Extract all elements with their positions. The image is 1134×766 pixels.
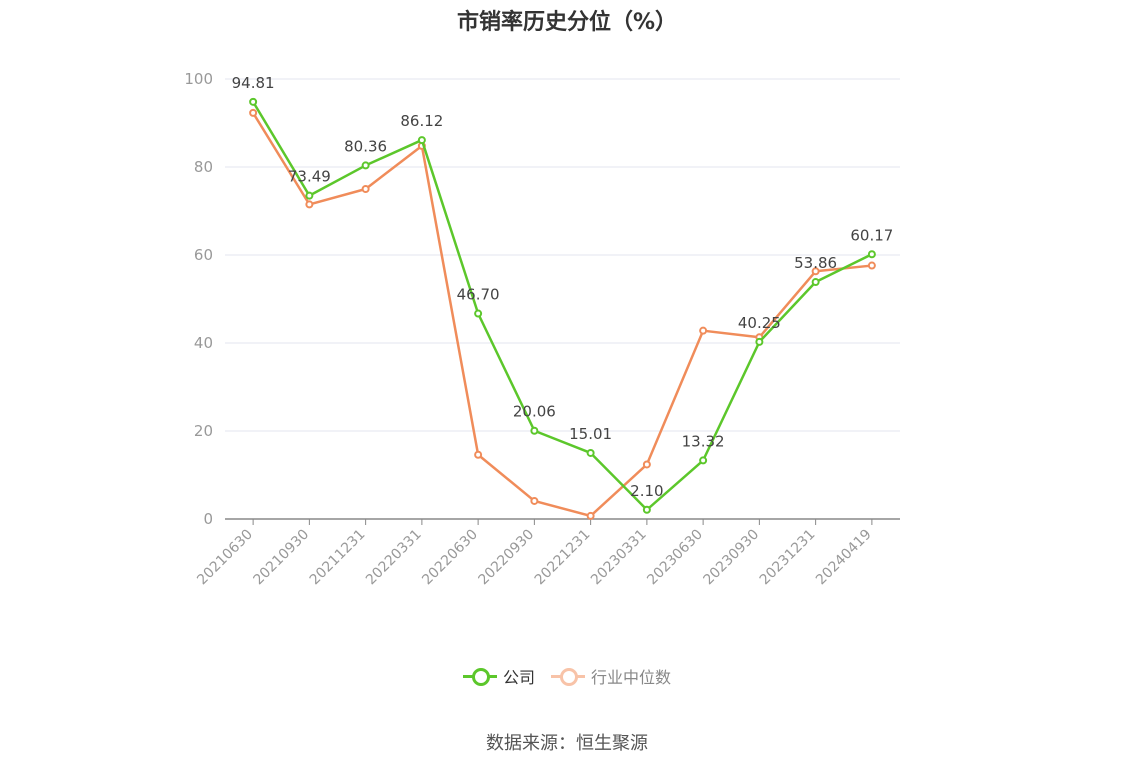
industry-series-line — [252, 112, 873, 518]
y-tick-label: 80 — [194, 158, 213, 176]
legend-item-industry-median[interactable]: 行业中位数 — [551, 664, 671, 688]
company-data-label: 60.17 — [850, 226, 893, 244]
company-data-label: 46.70 — [457, 286, 500, 304]
industry-data-point — [474, 450, 483, 459]
x-tick-label: 20211231 — [307, 527, 369, 589]
legend-industry-marker-icon — [551, 666, 585, 686]
company-series-line — [252, 101, 873, 512]
company-data-label: 20.06 — [513, 403, 556, 421]
company-data-point — [755, 337, 764, 346]
legend-company-label: 公司 — [502, 668, 535, 687]
data-source-note: 数据来源：恒生聚源 — [486, 733, 648, 754]
y-tick-label: 60 — [194, 246, 213, 264]
company-data-point — [867, 250, 876, 259]
company-data-point — [699, 456, 708, 465]
company-data-label: 40.25 — [738, 314, 781, 332]
industry-data-point — [811, 267, 820, 276]
industry-data-point — [867, 261, 876, 270]
company-data-label: 94.81 — [232, 74, 275, 92]
industry-data-point — [530, 496, 539, 505]
company-data-point — [586, 448, 595, 457]
x-tick-label: 20230930 — [700, 527, 762, 589]
company-data-point — [474, 309, 483, 318]
x-tick-label: 20221231 — [532, 527, 594, 589]
x-tick-label: 20231231 — [757, 527, 819, 589]
industry-data-point — [699, 326, 708, 335]
y-tick-label: 0 — [203, 510, 213, 528]
x-tick-label: 20240419 — [813, 527, 875, 589]
data-labels: 94.81 73.49 80.36 86.12 46.70 20.06 15.01 2.10 1… — [232, 74, 894, 500]
y-tick-label: 20 — [194, 422, 213, 440]
y-tick-label: 40 — [194, 334, 213, 352]
x-tick-label: 20220630 — [419, 527, 481, 589]
legend-company-marker-icon — [462, 666, 497, 686]
legend: 公司 行业中位数 — [0, 664, 1134, 688]
company-data-point — [249, 97, 258, 106]
grid-lines — [225, 78, 900, 432]
company-data-point — [305, 191, 314, 200]
x-tick-label: 20210930 — [250, 527, 312, 589]
legend-item-company[interactable]: 公司 — [462, 664, 535, 688]
legend-industry-label: 行业中位数 — [591, 668, 672, 687]
axes: 0204060801002021063020210930202112312022… — [184, 70, 900, 588]
company-data-label: 80.36 — [344, 137, 387, 155]
company-data-point — [530, 426, 539, 435]
series — [249, 97, 876, 520]
company-data-point — [361, 161, 370, 170]
industry-data-point — [642, 460, 651, 469]
company-data-label: 53.86 — [794, 254, 837, 272]
industry-data-point — [361, 185, 370, 193]
x-tick-label: 20230630 — [644, 527, 706, 589]
company-data-point — [642, 505, 651, 514]
company-data-label: 15.01 — [569, 425, 612, 443]
line-chart: 0204060801002021063020210930202112312022… — [184, 70, 900, 588]
industry-data-point — [586, 511, 595, 520]
x-tick-label: 20220331 — [363, 527, 425, 589]
y-tick-label: 100 — [184, 70, 213, 88]
company-data-point — [417, 136, 426, 145]
company-data-label: 73.49 — [288, 168, 331, 186]
x-tick-label: 20210630 — [194, 527, 256, 589]
company-data-label: 86.12 — [400, 112, 443, 130]
industry-data-point — [305, 200, 314, 209]
company-data-label: 2.10 — [630, 482, 663, 500]
company-data-point — [811, 278, 820, 287]
x-tick-label: 20230331 — [588, 527, 650, 589]
company-data-label: 13.32 — [682, 432, 725, 450]
industry-data-point — [249, 108, 258, 117]
chart-title: 市销率历史分位（%） — [456, 10, 678, 35]
x-tick-label: 20220930 — [475, 527, 537, 589]
